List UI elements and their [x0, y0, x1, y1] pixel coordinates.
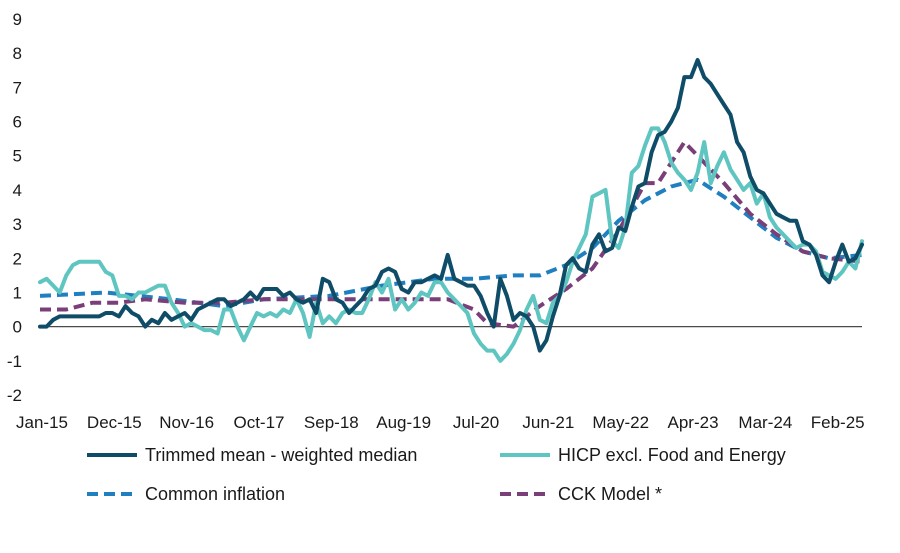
x-axis-tick-labels: Jan-15 Dec-15 Nov-16 Oct-17 Sep-18 Aug-19 Jul-… — [16, 413, 865, 432]
y-tick-label: 4 — [13, 181, 22, 200]
y-tick-label: -1 — [7, 352, 22, 371]
y-tick-label: 6 — [13, 113, 22, 132]
x-tick-label: Mar-24 — [738, 413, 792, 432]
y-tick-label: -2 — [7, 386, 22, 405]
series-lines — [38, 58, 864, 363]
y-tick-label: 8 — [13, 44, 22, 63]
x-tick-label: Sep-18 — [304, 413, 359, 432]
y-axis-tick-labels: -2 -1 0 1 2 3 4 5 6 7 8 9 — [7, 10, 22, 405]
x-tick-label: Dec-15 — [87, 413, 142, 432]
x-tick-label: Feb-25 — [811, 413, 865, 432]
y-tick-label: 7 — [13, 78, 22, 97]
y-tick-label: 9 — [13, 10, 22, 29]
legend-label: CCK Model * — [558, 484, 662, 504]
x-tick-label: Aug-19 — [376, 413, 431, 432]
legend-label: Trimmed mean - weighted median — [145, 445, 417, 465]
x-tick-label: Jun-21 — [522, 413, 574, 432]
y-tick-label: 1 — [13, 283, 22, 302]
x-tick-label: Nov-16 — [159, 413, 214, 432]
legend-label: HICP excl. Food and Energy — [558, 445, 786, 465]
x-tick-label: May-22 — [592, 413, 649, 432]
series-line-2 — [38, 126, 864, 363]
x-tick-label: Apr-23 — [668, 413, 719, 432]
legend-label: Common inflation — [145, 484, 285, 504]
x-tick-label: Oct-17 — [233, 413, 284, 432]
y-tick-label: 0 — [13, 318, 22, 337]
y-tick-label: 2 — [13, 249, 22, 268]
y-tick-label: 5 — [13, 147, 22, 166]
x-tick-label: Jan-15 — [16, 413, 68, 432]
y-tick-label: 3 — [13, 215, 22, 234]
legend: Trimmed mean - weighted median HICP excl.… — [87, 445, 786, 504]
series-line-1 — [38, 58, 864, 353]
series-line-4 — [40, 140, 863, 329]
x-tick-label: Jul-20 — [453, 413, 499, 432]
